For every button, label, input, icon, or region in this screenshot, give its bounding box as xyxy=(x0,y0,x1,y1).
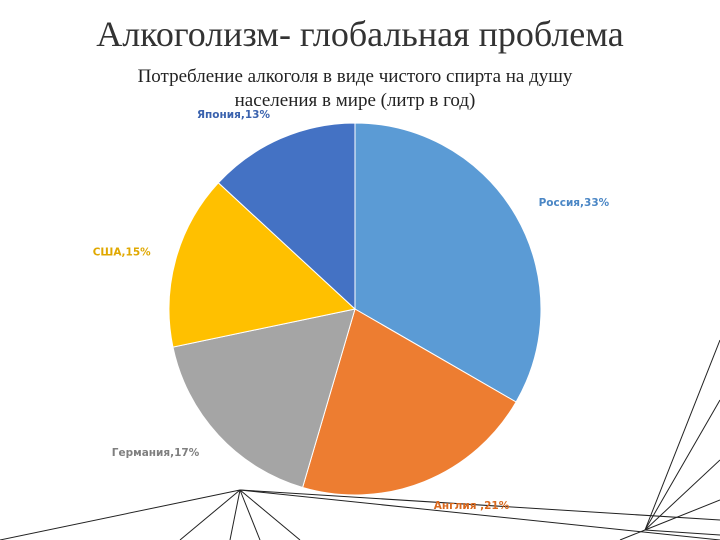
slide-title: Алкоголизм- глобальная проблема xyxy=(96,14,624,54)
chart-title: Потребление алкоголя в виде чистого спир… xyxy=(138,66,573,111)
pie-slice xyxy=(217,122,356,311)
decoration xyxy=(0,339,720,540)
pie: Россия,33% Англия ,21% Германия,17% США,15%… xyxy=(93,109,610,512)
pie-slice xyxy=(301,308,517,496)
pie-slice xyxy=(172,308,356,489)
slice-label: Россия,33% xyxy=(539,197,610,209)
slice-label: США,15% xyxy=(93,247,151,259)
pie-slice xyxy=(354,122,542,403)
slice-label: Япония,13% xyxy=(197,109,271,121)
pie-slice xyxy=(168,182,357,348)
slice-label: Германия,17% xyxy=(112,447,200,459)
slice-label: Англия ,21% xyxy=(434,500,510,512)
